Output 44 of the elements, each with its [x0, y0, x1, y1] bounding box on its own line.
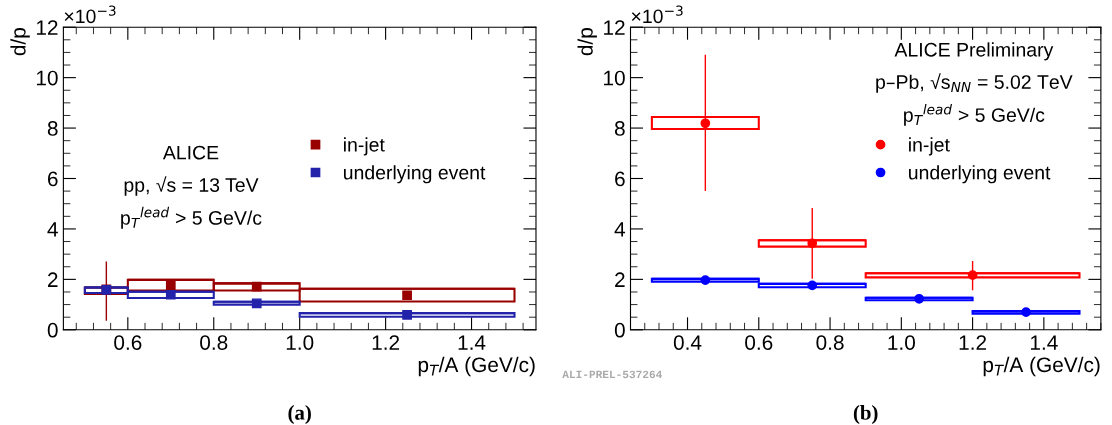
y-tick-label: 8 [47, 121, 58, 136]
text: ALI-PREL-537264 [562, 370, 662, 379]
y-tick-label: 0 [614, 322, 625, 338]
y-axis-title: d/p [10, 28, 30, 56]
text: ×10$^{−3}$ [631, 5, 683, 24]
y-tick-label: 6 [615, 171, 625, 187]
annotation: ALICE [162, 145, 219, 160]
x-tick-label: 0.4 [673, 335, 702, 350]
x-axis-title: p$_{T}$/A (GeV/c) [983, 356, 1100, 377]
y-tick-label: 4 [614, 222, 626, 237]
legend-label: in-jet [909, 137, 950, 156]
x-tick-label: 1.0 [888, 335, 915, 350]
y-tick-label: 4 [47, 222, 58, 237]
annotation: p–Pb, √s$_{NN}$ = 5.02 TeV [876, 73, 1073, 93]
x-tick-label: 1.0 [286, 335, 314, 350]
y-tick-label: 12 [36, 20, 58, 35]
legend-label: in-jet [344, 137, 385, 156]
y-tick-label: 6 [48, 171, 58, 187]
annotation: p$_{T}$$^{lead}$ > 5 GeV/c [904, 103, 1045, 126]
annotation: ALICE Preliminary [894, 42, 1054, 61]
x-tick-label: 0.6 [114, 335, 142, 350]
text: ×10$^{−3}$ [64, 5, 116, 24]
y-tick-label: 2 [47, 272, 58, 287]
annotation: p$_{T}$$^{lead}$ > 5 GeV/c [121, 206, 262, 229]
y-tick-label: 0 [47, 322, 58, 338]
x-tick-label: 1.4 [1030, 335, 1058, 350]
text: (a) [288, 405, 311, 424]
x-tick-label: 1.4 [458, 335, 486, 350]
x-axis-title: p$_{T}$/A (GeV/c) [418, 356, 535, 377]
x-tick-label: 1.2 [372, 335, 400, 350]
legend-label: underlying event [343, 165, 486, 184]
y-tick-label: 12 [604, 20, 625, 35]
y-tick-label: 2 [615, 272, 625, 287]
annotation: pp, √s = 13 TeV [124, 176, 259, 196]
x-tick-label: 1.2 [959, 335, 987, 350]
x-tick-label: 0.8 [816, 335, 844, 350]
y-tick-label: 10 [36, 70, 58, 86]
y-tick-label: 8 [614, 121, 625, 136]
y-tick-label: 10 [604, 70, 625, 86]
x-tick-label: 0.8 [200, 335, 228, 350]
text: (b) [853, 405, 878, 424]
legend-label: underlying event [909, 165, 1051, 184]
y-axis-title: d/p [577, 28, 597, 56]
x-tick-label: 0.6 [745, 335, 773, 350]
